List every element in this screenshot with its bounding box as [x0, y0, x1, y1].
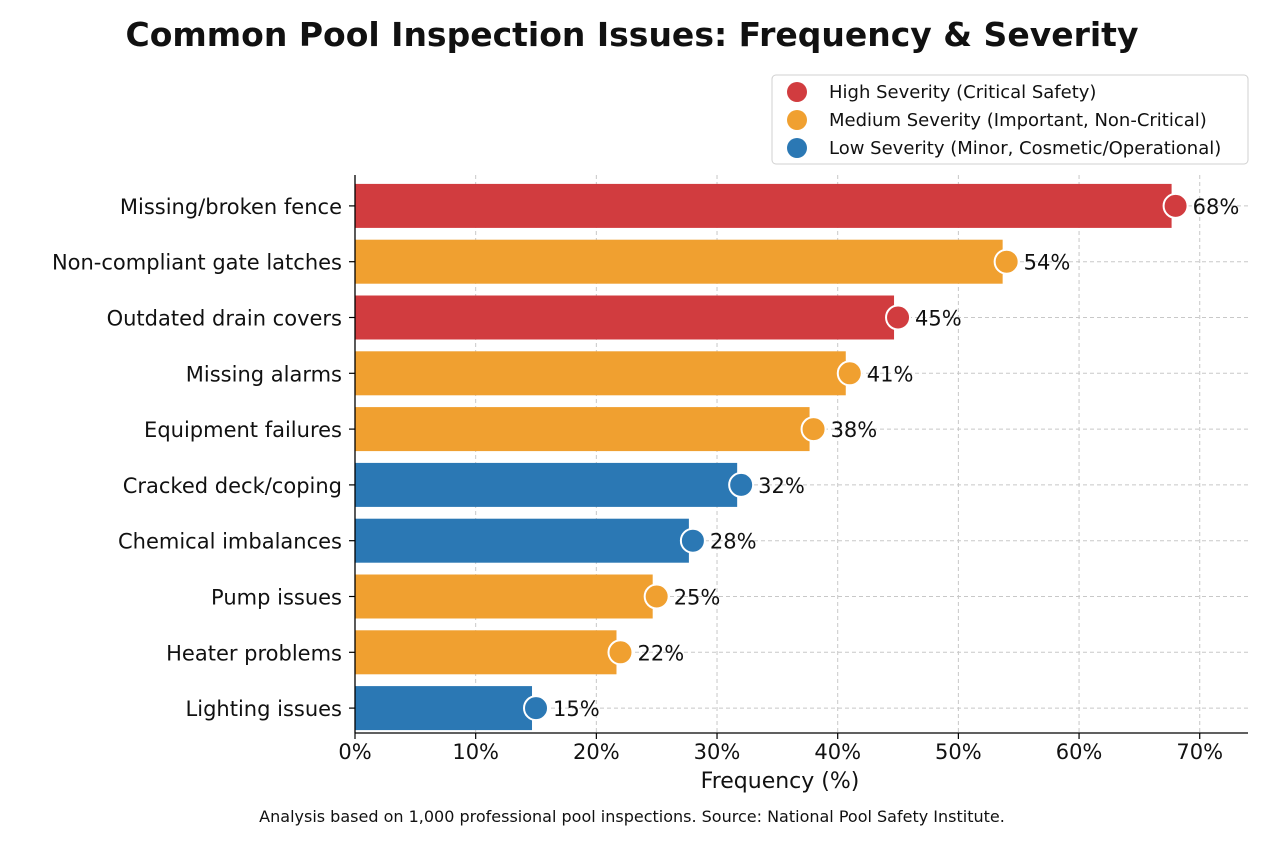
x-tick-label: 30%: [694, 740, 741, 764]
value-label: 25%: [674, 586, 721, 610]
bar-end-marker: [523, 695, 550, 722]
x-axis-label: Frequency (%): [701, 769, 860, 794]
value-label: 68%: [1193, 195, 1240, 219]
bar-end-marker: [728, 471, 755, 498]
bar-end-marker: [643, 583, 670, 610]
value-label: 15%: [553, 697, 600, 721]
y-tick-label: Missing/broken fence: [120, 195, 342, 219]
bar-end-marker: [679, 527, 706, 554]
bar: [355, 407, 810, 452]
legend-box: [771, 74, 1249, 165]
chart-title: Common Pool Inspection Issues: Frequency…: [126, 15, 1139, 54]
bar: [355, 574, 653, 619]
legend[interactable]: High Severity (Critical Safety) Medium Se…: [771, 74, 1249, 165]
x-tick-label: 10%: [452, 740, 499, 764]
bar-end-marker: [993, 248, 1020, 275]
value-label: 22%: [637, 641, 684, 665]
bar: [355, 630, 617, 675]
x-tick-label: 0%: [338, 740, 371, 764]
x-tick-label: 40%: [814, 740, 861, 764]
bar-end-marker: [607, 639, 634, 666]
y-tick-label: Chemical imbalances: [118, 530, 342, 554]
y-tick-label: Non-compliant gate latches: [52, 251, 342, 275]
y-tick-label: Heater problems: [166, 641, 342, 665]
value-label: 38%: [831, 418, 878, 442]
legend-marker: [787, 110, 807, 130]
bar: [355, 239, 1003, 284]
y-tick-label: Lighting issues: [186, 697, 342, 721]
y-tick-label: Pump issues: [211, 586, 342, 610]
y-tick-label: Missing alarms: [186, 362, 342, 386]
legend-marker: [787, 82, 807, 102]
y-tick-label: Equipment failures: [144, 418, 342, 442]
y-tick-label: Outdated drain covers: [107, 307, 342, 331]
x-tick-label: 20%: [573, 740, 620, 764]
legend-label: Medium Severity (Important, Non-Critical…: [829, 110, 1207, 131]
bar-end-marker: [1162, 192, 1189, 219]
bar: [355, 518, 689, 563]
bar: [355, 183, 1172, 228]
bar-end-marker: [800, 416, 827, 443]
bar: [355, 462, 738, 507]
axes: 0% 10% 20% 30% 40% 50% 60% 70% Missing/broken fe…: [52, 175, 1248, 764]
bar-end-marker: [885, 304, 912, 331]
legend-label: Low Severity (Minor, Cosmetic/Operationa…: [829, 138, 1221, 159]
y-tick-label: Cracked deck/coping: [123, 474, 342, 498]
value-label: 32%: [758, 474, 805, 498]
legend-label: High Severity (Critical Safety): [829, 82, 1096, 103]
footnote: Analysis based on 1,000 professional poo…: [259, 807, 1005, 826]
value-label: 54%: [1024, 251, 1071, 275]
bar-end-marker: [836, 360, 863, 387]
bar: [355, 351, 846, 396]
value-label: 45%: [915, 307, 962, 331]
x-tick-label: 50%: [935, 740, 982, 764]
value-label: 28%: [710, 530, 757, 554]
value-label: 41%: [867, 362, 914, 386]
x-tick-label: 60%: [1056, 740, 1103, 764]
bars: 68% 54% 45% 41% 38% 32% 28% 25% 22% 15%: [355, 183, 1240, 731]
bar: [355, 295, 895, 340]
x-tick-label: 70%: [1176, 740, 1223, 764]
legend-marker: [787, 138, 807, 158]
bar: [355, 686, 533, 731]
